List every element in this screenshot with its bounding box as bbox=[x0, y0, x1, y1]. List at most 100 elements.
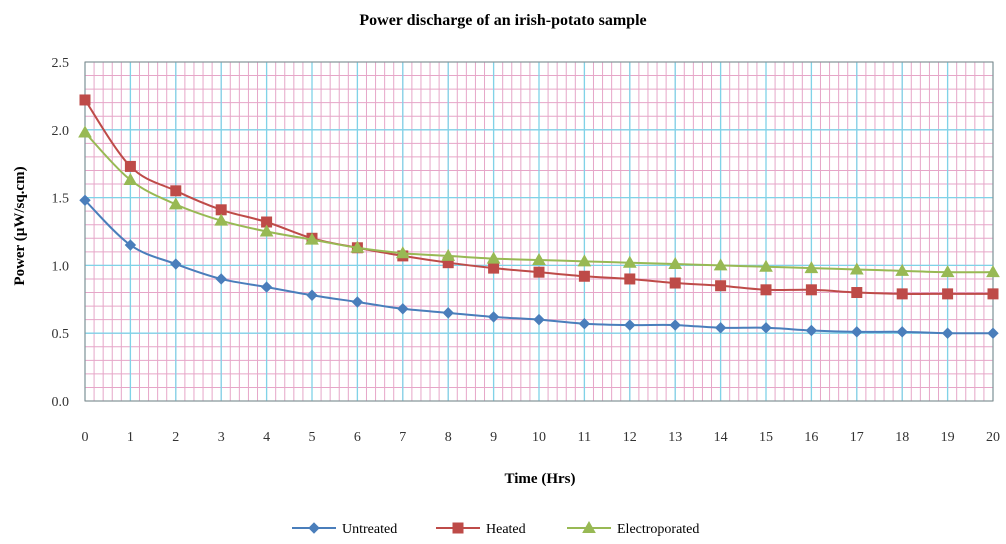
legend-swatch-marker bbox=[308, 522, 320, 534]
x-tick-label: 12 bbox=[623, 430, 637, 445]
x-tick-label: 14 bbox=[714, 430, 728, 445]
x-tick-label: 0 bbox=[82, 430, 89, 445]
data-point-heated bbox=[488, 262, 500, 274]
data-point-untreated bbox=[760, 322, 772, 334]
data-point-untreated bbox=[124, 239, 137, 251]
x-tick-label: 17 bbox=[850, 430, 864, 445]
data-point-electroporated bbox=[305, 232, 319, 245]
x-tick-label: 9 bbox=[490, 430, 497, 445]
legend-swatch-marker bbox=[582, 520, 596, 533]
legend-swatch-marker bbox=[452, 522, 464, 534]
data-point-heated bbox=[805, 284, 817, 296]
x-tick-label: 2 bbox=[172, 430, 179, 445]
x-tick-label: 13 bbox=[668, 430, 682, 445]
x-tick-label: 7 bbox=[399, 430, 406, 445]
x-tick-label: 20 bbox=[986, 430, 1000, 445]
data-point-electroporated bbox=[986, 265, 1000, 278]
data-point-electroporated bbox=[395, 246, 410, 259]
data-point-untreated bbox=[669, 319, 681, 331]
legend-item-electroporated: Electroporated bbox=[567, 520, 699, 537]
data-point-untreated bbox=[79, 194, 91, 207]
data-point-heated bbox=[533, 266, 545, 278]
data-point-untreated bbox=[851, 326, 863, 338]
data-point-heated bbox=[987, 288, 999, 300]
legend-label: Electroporated bbox=[617, 522, 699, 537]
data-point-untreated bbox=[941, 327, 954, 339]
data-point-untreated bbox=[805, 324, 818, 337]
data-point-electroporated bbox=[78, 125, 92, 138]
data-point-electroporated bbox=[668, 257, 683, 270]
y-tick-label: 1.5 bbox=[52, 192, 70, 207]
x-tick-label: 11 bbox=[578, 430, 591, 445]
data-point-electroporated bbox=[123, 172, 138, 185]
data-point-untreated bbox=[351, 296, 364, 308]
y-tick-label: 2.0 bbox=[52, 124, 70, 139]
data-point-electroporated bbox=[804, 261, 819, 274]
data-point-untreated bbox=[624, 319, 636, 331]
x-tick-label: 4 bbox=[263, 430, 270, 445]
series-untreated bbox=[79, 194, 999, 339]
data-point-untreated bbox=[987, 327, 999, 339]
series-electroporated bbox=[78, 125, 1000, 278]
plot-area bbox=[84, 61, 994, 402]
data-point-heated bbox=[79, 94, 91, 106]
data-point-untreated bbox=[533, 313, 545, 326]
data-point-heated bbox=[942, 288, 954, 300]
data-point-untreated bbox=[487, 311, 500, 323]
data-point-heated bbox=[896, 288, 908, 300]
data-point-electroporated bbox=[532, 252, 546, 265]
legend-label: Heated bbox=[486, 522, 526, 537]
legend: Untreated Heated Electroporated bbox=[292, 520, 699, 537]
x-tick-label: 15 bbox=[759, 430, 773, 445]
data-point-untreated bbox=[397, 303, 409, 315]
x-axis-label: Time (Hrs) bbox=[505, 471, 576, 487]
y-tick-label: 1.0 bbox=[52, 259, 70, 274]
x-tick-label: 18 bbox=[895, 430, 909, 445]
data-point-heated bbox=[669, 277, 681, 289]
data-point-untreated bbox=[170, 258, 182, 270]
x-tick-label: 19 bbox=[941, 430, 955, 445]
data-point-untreated bbox=[578, 318, 591, 330]
data-point-heated bbox=[760, 284, 772, 296]
x-tick-label: 1 bbox=[127, 430, 134, 445]
legend-item-untreated: Untreated bbox=[292, 522, 397, 537]
data-point-electroporated bbox=[577, 254, 592, 267]
x-tick-label: 5 bbox=[309, 430, 316, 445]
data-point-electroporated bbox=[441, 248, 456, 261]
data-point-heated bbox=[215, 204, 227, 216]
y-tick-label: 2.5 bbox=[52, 56, 70, 71]
legend-item-heated: Heated bbox=[436, 522, 526, 537]
data-point-heated bbox=[124, 160, 136, 172]
y-tick-label: 0.0 bbox=[52, 395, 70, 410]
series-layer bbox=[78, 94, 1000, 339]
data-point-untreated bbox=[215, 273, 227, 285]
x-axis-ticks: 0 1 2 3 4 5 6 7 8 9 10 11 12 13 14 15 16 17 18 19 20 bbox=[82, 430, 1001, 445]
data-point-heated bbox=[715, 280, 727, 292]
data-point-heated bbox=[578, 270, 590, 282]
x-tick-label: 3 bbox=[218, 430, 225, 445]
y-axis-label: Power (µW/sq.cm) bbox=[12, 166, 28, 285]
data-point-electroporated bbox=[713, 258, 728, 271]
data-point-electroporated bbox=[168, 197, 183, 210]
chart-title: Power discharge of an irish-potato sampl… bbox=[359, 12, 646, 29]
data-point-untreated bbox=[714, 322, 727, 334]
data-point-electroporated bbox=[622, 255, 637, 268]
data-point-electroporated bbox=[259, 224, 274, 237]
y-axis-ticks: 0.0 0.5 1.0 1.5 2.0 2.5 bbox=[52, 56, 70, 410]
data-point-electroporated bbox=[895, 263, 910, 276]
data-point-electroporated bbox=[214, 213, 229, 226]
data-point-electroporated bbox=[759, 259, 773, 272]
x-tick-label: 16 bbox=[804, 430, 818, 445]
legend-label: Untreated bbox=[342, 522, 397, 537]
data-point-untreated bbox=[306, 289, 318, 301]
data-point-electroporated bbox=[350, 240, 365, 253]
x-tick-label: 10 bbox=[532, 430, 546, 445]
data-point-untreated bbox=[896, 326, 908, 338]
data-point-heated bbox=[851, 287, 863, 299]
x-tick-label: 6 bbox=[354, 430, 361, 445]
data-point-untreated bbox=[260, 281, 273, 293]
data-point-electroporated bbox=[486, 251, 501, 264]
major-grid bbox=[84, 61, 994, 402]
data-point-untreated bbox=[442, 307, 454, 319]
